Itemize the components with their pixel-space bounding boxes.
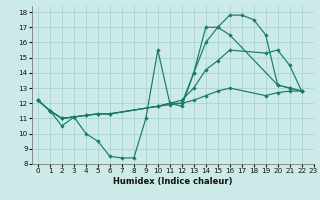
- X-axis label: Humidex (Indice chaleur): Humidex (Indice chaleur): [113, 177, 233, 186]
